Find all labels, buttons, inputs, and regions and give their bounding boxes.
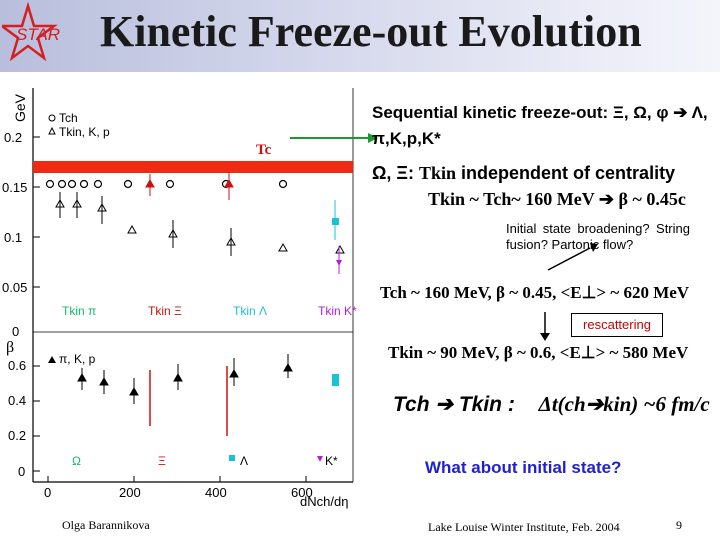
tch-points [45, 179, 288, 189]
tkin-marker [48, 126, 56, 135]
xtick: 0 [44, 485, 51, 500]
tch-tkin-b: Δt(ch➔kin) ~6 fm/c [538, 392, 710, 416]
plot-area [33, 88, 353, 482]
mid-legend: Tkin Λ [233, 304, 267, 318]
ytick-top: 0.2 [4, 130, 22, 145]
broadening-note: Initial state broadening? String fusion?… [506, 221, 690, 252]
indep-b: Tkin [419, 163, 457, 183]
tch-tkin-line: Tch ➔ Tkin : Δt(ch➔kin) ~6 fm/c [393, 392, 713, 417]
indep-text: Ω, Ξ: Tkin independent of centrality Tki… [372, 160, 717, 212]
mid-legend: Tkin π [62, 304, 96, 318]
top-y-ticks: 0.2 0.15 0.1 0.05 0 [2, 130, 40, 339]
ytick-bottom: 0.4 [8, 393, 26, 408]
mid-legend: Tkin Ξ [148, 304, 182, 318]
page-number: 9 [676, 518, 682, 532]
tch-line: Tch ~ 160 MeV, β ~ 0.45, <E⊥> ~ 620 MeV [380, 283, 690, 302]
initial-state-question: What about initial state? [425, 458, 622, 477]
tc-band [33, 161, 353, 173]
x-ticks: 0 200 400 600 [44, 476, 313, 500]
xtick: 200 [119, 485, 141, 500]
tkin-tch-line: Tkin ~ Tch~ 160 MeV ➔ β ~ 0.45c [428, 189, 686, 209]
bottom-legend: Ξ [158, 454, 166, 468]
x-axis-label: dNch/dη [300, 494, 348, 509]
bottom-legend: Ω [72, 454, 81, 468]
bottom-ylabel: β [6, 339, 14, 356]
xi-bottom [149, 366, 228, 436]
tkin-line: Tkin ~ 90 MeV, β ~ 0.6, <E⊥> ~ 580 MeV [388, 343, 689, 362]
top-legend: Tch [59, 111, 78, 125]
ytick-top: 0.1 [4, 230, 22, 245]
tc-label: Tc [256, 142, 272, 158]
tch-marker [48, 114, 56, 122]
mid-legend: Tkin K* [318, 304, 357, 318]
bottom-legend: Λ [240, 454, 248, 468]
note-arrow [547, 247, 591, 271]
star-icon [2, 2, 58, 62]
rescattering-box: rescattering [571, 313, 663, 337]
bottom-y-ticks: 0.6 0.4 0.2 0 [8, 358, 40, 479]
logo-text: STAR [16, 25, 60, 44]
ytick-bottom: 0 [18, 464, 25, 479]
xi-top [145, 172, 234, 200]
author: Olga Barannikova [62, 518, 150, 532]
ytick-bottom: 0.6 [8, 358, 26, 373]
tch-tkin-a: Tch ➔ Tkin : [393, 393, 515, 416]
footer: Lake Louise Winter Institute, Feb. 2004 [428, 520, 620, 534]
xtick: 600 [291, 485, 313, 500]
ytick-top-zero: 0 [12, 324, 19, 339]
freezeout-plot: 0.2 0.15 0.1 0.05 0 GeV 0.6 0.4 0.2 0 β … [2, 88, 357, 509]
indep-c: independent of centrality [456, 163, 676, 183]
bottom-legend: K* [325, 454, 338, 468]
bottom-legend: π, K, p [59, 352, 96, 366]
lambda-bottom [332, 374, 339, 386]
top-legend: Tkin, K, p [59, 125, 110, 139]
ytick-top: 0.05 [2, 280, 27, 295]
indep-a: Ω, Ξ: [372, 163, 420, 183]
top-ylabel: GeV [12, 93, 28, 122]
ytick-top: 0.15 [2, 180, 27, 195]
seq-freezeout-text: Sequential kinetic freeze-out: Ξ, Ω, φ ➔… [372, 103, 708, 148]
slide-title: Kinetic Freeze-out Evolution [100, 7, 642, 56]
title-bar: STAR Kinetic Freeze-out Evolution [0, 0, 720, 72]
xtick: 400 [205, 485, 227, 500]
ytick-bottom: 0.2 [8, 428, 26, 443]
star-logo: STAR [2, 2, 60, 62]
beta-points [77, 354, 293, 404]
tkin-top [55, 192, 345, 256]
